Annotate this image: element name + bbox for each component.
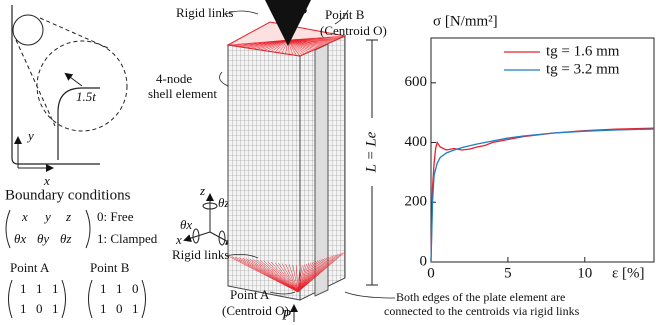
series-line bbox=[431, 129, 654, 262]
y-tick-label: 200 bbox=[405, 194, 428, 210]
bc-legend: 0: Free bbox=[97, 209, 134, 224]
model-label: 4-node bbox=[156, 71, 192, 86]
figure: 1.5t y x Boundary conditions x y z θx θy… bbox=[0, 0, 656, 325]
length-label: L = Le bbox=[363, 131, 379, 173]
dof: θy bbox=[37, 231, 49, 246]
matrix-entry: 0 bbox=[36, 301, 43, 316]
dof: x bbox=[21, 209, 28, 224]
chart: 0 200 400 600 0 5 10 σ [N/mm²] ε [%] tg = 1.6 mm t… bbox=[405, 13, 655, 281]
model-label: Point A bbox=[230, 287, 270, 302]
y-tick-label: 600 bbox=[405, 74, 428, 90]
axis-label: θx bbox=[180, 217, 192, 232]
x-tick-label: 5 bbox=[504, 265, 512, 281]
y-axis-title: σ [N/mm²] bbox=[433, 13, 498, 29]
axis-label: x bbox=[43, 173, 50, 188]
model-label: (Centroid O) bbox=[320, 23, 387, 38]
matrix-entry: 1 bbox=[100, 301, 107, 316]
corner-detail bbox=[12, 5, 127, 168]
point-name: Point B bbox=[90, 260, 130, 275]
matrix-entry: 1 bbox=[100, 281, 107, 296]
axis-label: y bbox=[26, 128, 34, 143]
model-label: Rigid links bbox=[172, 247, 229, 262]
bc-title: Boundary conditions bbox=[5, 187, 131, 203]
axis-label: z bbox=[199, 183, 205, 198]
matrix-entry: 0 bbox=[116, 301, 123, 316]
model-label: Rigid links bbox=[176, 5, 233, 20]
dof: y bbox=[43, 209, 51, 224]
radius-label: 1.5t bbox=[76, 89, 96, 104]
model-label: Point B bbox=[325, 7, 365, 22]
load-label: P bbox=[281, 307, 291, 323]
model-label: shell element bbox=[148, 86, 217, 101]
matrix-entry: 1 bbox=[52, 281, 59, 296]
matrix-entry: 0 bbox=[132, 281, 139, 296]
matrix-entry: 1 bbox=[20, 301, 27, 316]
load-label: P bbox=[297, 5, 307, 21]
x-tick-label: 0 bbox=[427, 265, 435, 281]
y-tick-label: 400 bbox=[405, 134, 428, 150]
dof: z bbox=[65, 209, 71, 224]
matrix-entry: 1 bbox=[36, 281, 43, 296]
dof: θx bbox=[14, 231, 26, 246]
series-line bbox=[431, 128, 654, 262]
model-label: (Centroid O) bbox=[222, 303, 289, 318]
matrix-entry: 1 bbox=[116, 281, 123, 296]
x-tick-label: 10 bbox=[577, 265, 592, 281]
note: connected to the centroids via rigid lin… bbox=[384, 304, 580, 318]
matrix-entry: 1 bbox=[20, 281, 27, 296]
bc-legend: 1: Clamped bbox=[97, 231, 158, 246]
point-name: Point A bbox=[10, 260, 50, 275]
note: Both edges of the plate element are bbox=[396, 290, 565, 304]
matrix-entry: 1 bbox=[132, 301, 139, 316]
legend-label: tg = 1.6 mm bbox=[546, 43, 620, 59]
matrix-entry: 1 bbox=[52, 301, 59, 316]
dof: θz bbox=[60, 231, 71, 246]
axis-label: x bbox=[175, 232, 182, 247]
y-tick-label: 0 bbox=[420, 253, 428, 269]
legend-label: tg = 3.2 mm bbox=[546, 61, 620, 77]
x-axis-title: ε [%] bbox=[612, 265, 645, 281]
